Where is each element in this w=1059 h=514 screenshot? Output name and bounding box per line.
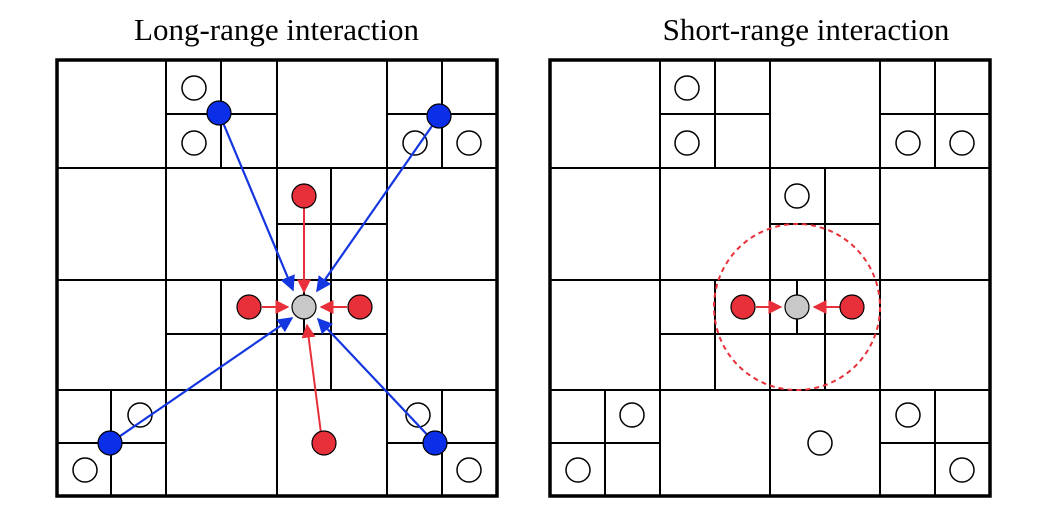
circle-outline-icon	[784, 183, 810, 209]
far-arrow	[316, 317, 436, 444]
circle-outline-icon	[949, 457, 975, 483]
short-range-panel	[548, 58, 992, 498]
short-range-near-particles	[730, 294, 865, 320]
long-range-near-particles	[236, 183, 373, 456]
circle-outline-icon	[402, 130, 428, 156]
short-range-grid	[548, 58, 992, 498]
circle-outline-icon	[895, 130, 921, 156]
circle-outline-icon	[456, 457, 482, 483]
far-arrow	[316, 115, 440, 293]
circle-outline-icon	[619, 402, 645, 428]
red-circle-icon	[730, 294, 756, 320]
blue-circle-icon	[426, 103, 452, 129]
short-range-title: Short-range interaction	[662, 12, 950, 47]
circle-outline-icon	[565, 457, 591, 483]
long-range-near-arrows	[262, 208, 347, 442]
red-circle-icon	[347, 294, 373, 320]
circle-outline-icon	[949, 130, 975, 156]
near-arrow	[301, 323, 323, 442]
circle-outline-icon	[181, 130, 207, 156]
dashed-circle-icon	[713, 223, 881, 391]
red-circle-icon	[291, 183, 317, 209]
circle-outline-icon	[674, 75, 700, 101]
long-range-empty-particles	[72, 75, 482, 483]
far-arrow	[217, 112, 295, 292]
short-range-empty-particles	[565, 75, 975, 483]
red-circle-icon	[839, 294, 865, 320]
blue-circle-icon	[422, 430, 448, 456]
far-arrow	[109, 317, 294, 444]
circle-outline-icon	[456, 130, 482, 156]
gray-circle-icon	[291, 294, 317, 320]
blue-circle-icon	[97, 430, 123, 456]
circle-outline-icon	[895, 402, 921, 428]
circle-outline-icon	[807, 430, 833, 456]
red-circle-icon	[311, 430, 337, 456]
blue-circle-icon	[206, 100, 232, 126]
circle-outline-icon	[72, 457, 98, 483]
circle-outline-icon	[181, 75, 207, 101]
long-range-far-particles	[97, 100, 452, 456]
red-circle-icon	[236, 294, 262, 320]
long-range-title: Long-range interaction	[134, 12, 419, 47]
long-range-panel	[55, 58, 499, 498]
long-range-far-arrows	[109, 112, 440, 444]
circle-outline-icon	[405, 402, 431, 428]
circle-outline-icon	[674, 130, 700, 156]
gray-circle-icon	[784, 294, 810, 320]
